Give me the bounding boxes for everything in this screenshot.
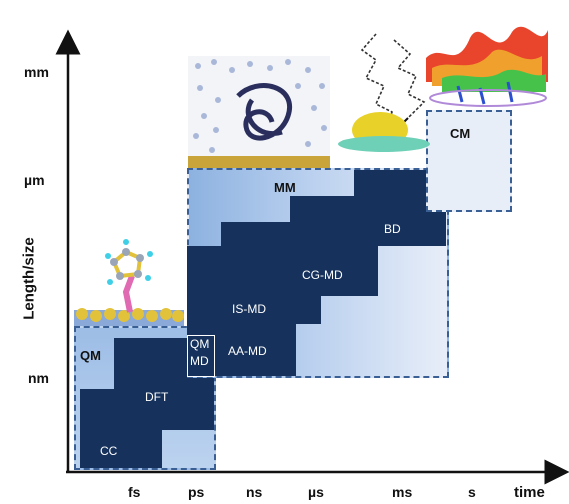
qmmd-inner-box — [187, 335, 215, 377]
y-tick-nm: nm — [28, 370, 49, 386]
x-tick-fs: fs — [128, 484, 141, 500]
cm-region — [426, 110, 512, 212]
qmmd-label-line1: QM — [190, 337, 210, 351]
x-tick-ns: ns — [246, 484, 263, 500]
x-tick-s: s — [468, 484, 476, 500]
protein-illustration — [188, 56, 330, 168]
cm-region-label: CM — [450, 126, 471, 141]
dft-label: DFT — [145, 390, 169, 404]
cg-md-label: CG-MD — [302, 268, 343, 282]
molecule-illustration — [74, 239, 184, 326]
polymer-illustration — [338, 33, 430, 152]
is-md-label: IS-MD — [232, 302, 266, 316]
x-tick-us: µs — [308, 484, 324, 500]
y-tick-mm: mm — [24, 64, 49, 80]
aa-md-label: AA-MD — [228, 344, 267, 358]
qm-region-label: QM — [80, 348, 101, 363]
x-tick-ps: ps — [188, 484, 205, 500]
qmmd-label-line2: MD — [190, 354, 209, 368]
y-tick-um: µm — [24, 172, 45, 188]
bd-label: BD — [384, 222, 401, 236]
y-axis-label: Length/size — [20, 237, 38, 320]
x-tick-ms: ms — [392, 484, 413, 500]
landscape-illustration — [426, 26, 548, 107]
mm-region-label: MM — [274, 180, 296, 195]
cc-label: CC — [100, 444, 118, 458]
x-axis-label: time — [514, 484, 545, 501]
